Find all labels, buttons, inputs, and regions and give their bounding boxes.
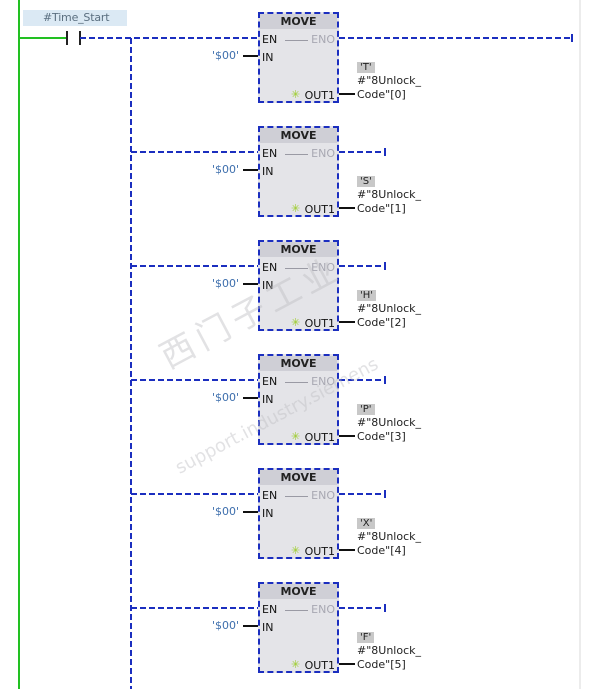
in-operand-constant[interactable]: '$00' — [211, 163, 239, 176]
en-eno-connector — [285, 154, 308, 155]
out-variable-name-line1: #"8Unlock_ — [357, 530, 422, 543]
out-variable-name-line1: #"8Unlock_ — [357, 74, 422, 87]
en-pin-label: EN — [262, 489, 278, 502]
move-block-title: MOVE — [260, 584, 337, 599]
en-pin-label: EN — [262, 33, 278, 46]
contact-operand-label[interactable]: #Time_Start — [23, 10, 127, 26]
out-variable-name-line1: #"8Unlock_ — [357, 188, 422, 201]
out1-operand[interactable]: 'T' #"8Unlock_ Code"[0] — [357, 60, 421, 102]
out1-pin-label: OUT1 — [304, 545, 335, 558]
out-constant-value: 'H' — [357, 290, 377, 301]
out-variable-name-line2: Code"[0] — [357, 88, 406, 101]
out-variable-name-line2: Code"[5] — [357, 658, 406, 671]
out-variable-name-line1: #"8Unlock_ — [357, 302, 422, 315]
en-eno-connector — [285, 40, 308, 41]
out1-pin-label: OUT1 — [304, 317, 335, 330]
move-block[interactable]: MOVE EN ENO IN ✳ OUT1 — [258, 582, 339, 673]
move-block-title: MOVE — [260, 14, 337, 29]
eno-pin-label: ENO — [311, 489, 335, 502]
out1-operand[interactable]: 'F' #"8Unlock_ Code"[5] — [357, 630, 421, 672]
add-output-star-icon[interactable]: ✳ — [291, 316, 301, 329]
out-variable-name-line2: Code"[1] — [357, 202, 406, 215]
out1-operand[interactable]: 'S' #"8Unlock_ Code"[1] — [357, 174, 421, 216]
eno-pin-label: ENO — [311, 33, 335, 46]
move-block[interactable]: MOVE EN ENO IN ✳ OUT1 — [258, 354, 339, 445]
out-variable-name-line2: Code"[2] — [357, 316, 406, 329]
eno-pin-label: ENO — [311, 147, 335, 160]
out-constant-value: 'F' — [357, 632, 375, 643]
in-pin-label: IN — [262, 621, 274, 634]
out1-operand[interactable]: 'X' #"8Unlock_ Code"[4] — [357, 516, 421, 558]
in-pin-label: IN — [262, 51, 274, 64]
en-pin-label: EN — [262, 147, 278, 160]
move-block[interactable]: MOVE EN ENO IN ✳ OUT1 — [258, 240, 339, 331]
out-variable-name-line1: #"8Unlock_ — [357, 416, 422, 429]
move-block-title: MOVE — [260, 470, 337, 485]
out1-operand[interactable]: 'H' #"8Unlock_ Code"[2] — [357, 288, 421, 330]
in-pin-label: IN — [262, 279, 274, 292]
in-pin-label: IN — [262, 507, 274, 520]
out-constant-value: 'S' — [357, 176, 375, 187]
eno-pin-label: ENO — [311, 375, 335, 388]
en-pin-label: EN — [262, 261, 278, 274]
out-constant-value: 'X' — [357, 518, 376, 529]
in-operand-constant[interactable]: '$00' — [211, 277, 239, 290]
eno-pin-label: ENO — [311, 261, 335, 274]
add-output-star-icon[interactable]: ✳ — [291, 88, 301, 101]
eno-pin-label: ENO — [311, 603, 335, 616]
out1-pin-label: OUT1 — [304, 431, 335, 444]
move-block-title: MOVE — [260, 128, 337, 143]
in-operand-constant[interactable]: '$00' — [211, 49, 239, 62]
out-variable-name-line1: #"8Unlock_ — [357, 644, 422, 657]
move-block[interactable]: MOVE EN ENO IN ✳ OUT1 — [258, 468, 339, 559]
out-variable-name-line2: Code"[3] — [357, 430, 406, 443]
en-pin-label: EN — [262, 603, 278, 616]
out-constant-value: 'P' — [357, 404, 375, 415]
move-block-title: MOVE — [260, 356, 337, 371]
out1-operand[interactable]: 'P' #"8Unlock_ Code"[3] — [357, 402, 421, 444]
out-constant-value: 'T' — [357, 62, 375, 73]
in-operand-constant[interactable]: '$00' — [211, 619, 239, 632]
en-eno-connector — [285, 610, 308, 611]
en-pin-label: EN — [262, 375, 278, 388]
out1-pin-label: OUT1 — [304, 203, 335, 216]
in-pin-label: IN — [262, 393, 274, 406]
add-output-star-icon[interactable]: ✳ — [291, 544, 301, 557]
out1-pin-label: OUT1 — [304, 89, 335, 102]
add-output-star-icon[interactable]: ✳ — [291, 202, 301, 215]
move-block[interactable]: MOVE EN ENO IN ✳ OUT1 — [258, 12, 339, 103]
en-eno-connector — [285, 382, 308, 383]
in-operand-constant[interactable]: '$00' — [211, 391, 239, 404]
out1-pin-label: OUT1 — [304, 659, 335, 672]
move-block-title: MOVE — [260, 242, 337, 257]
in-operand-constant[interactable]: '$00' — [211, 505, 239, 518]
in-pin-label: IN — [262, 165, 274, 178]
out-variable-name-line2: Code"[4] — [357, 544, 406, 557]
add-output-star-icon[interactable]: ✳ — [291, 430, 301, 443]
move-block[interactable]: MOVE EN ENO IN ✳ OUT1 — [258, 126, 339, 217]
add-output-star-icon[interactable]: ✳ — [291, 658, 301, 671]
en-eno-connector — [285, 268, 308, 269]
en-eno-connector — [285, 496, 308, 497]
